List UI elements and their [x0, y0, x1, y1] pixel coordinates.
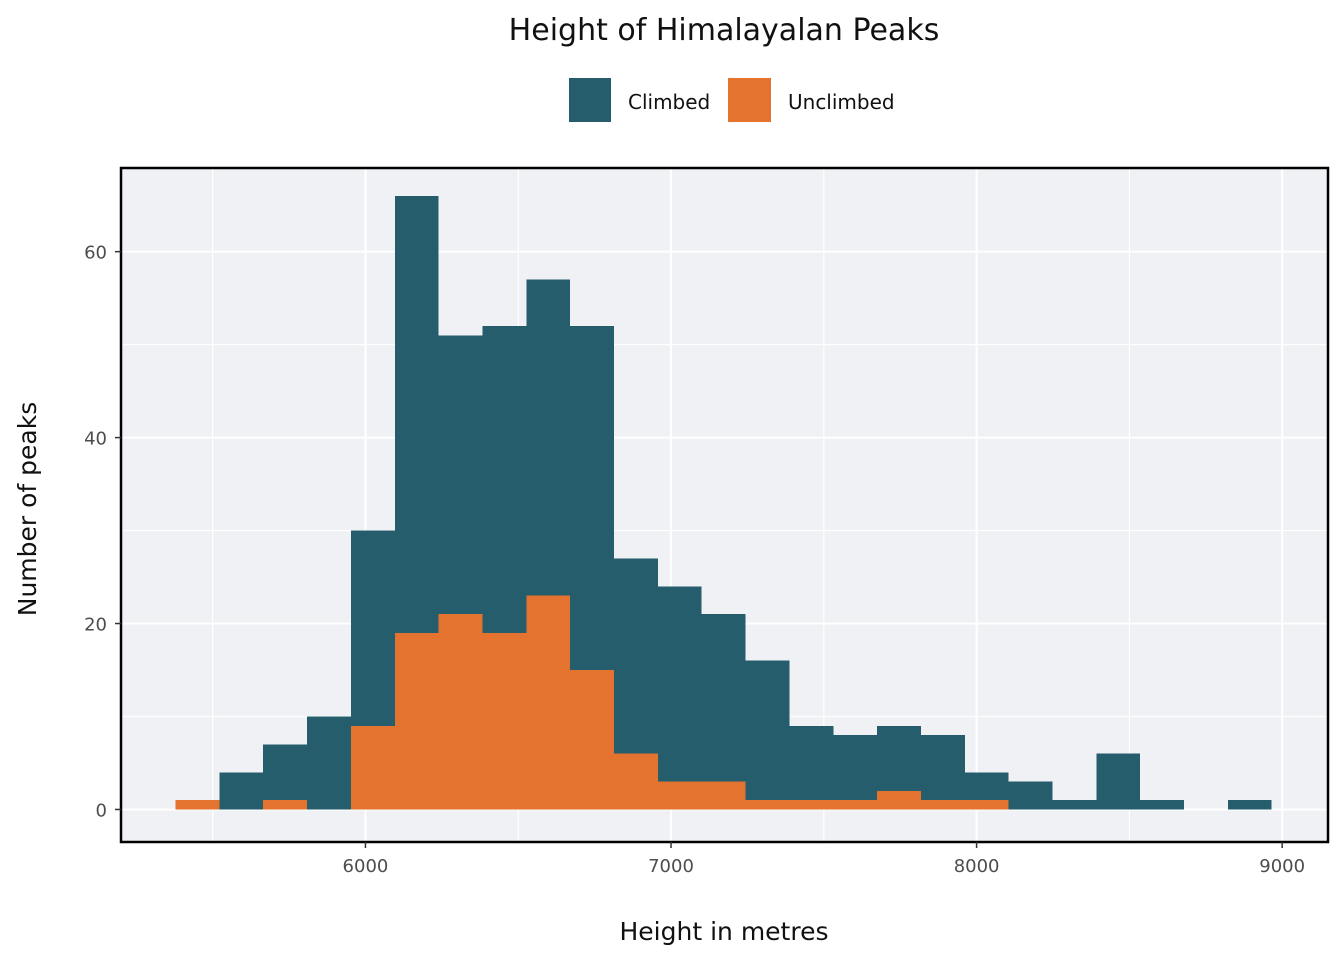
- y-tick-label: 60: [84, 243, 107, 264]
- bar-unclimbed: [789, 800, 834, 810]
- legend-swatch-climbed: [569, 78, 611, 122]
- bar-climbed: [701, 614, 746, 810]
- bar-climbed: [1052, 800, 1097, 810]
- legend-label-unclimbed: Unclimbed: [788, 90, 895, 114]
- bar-unclimbed: [745, 800, 790, 810]
- x-tick-label: 8000: [954, 856, 1000, 877]
- bar-climbed: [920, 735, 965, 810]
- x-axis: 6000 7000 8000 9000: [343, 842, 1305, 877]
- bar-climbed: [789, 725, 834, 810]
- bar-climbed: [657, 586, 702, 810]
- bar-climbed: [219, 772, 264, 810]
- bar-unclimbed: [394, 632, 439, 810]
- x-tick-label: 6000: [343, 856, 389, 877]
- bar-unclimbed: [263, 800, 308, 810]
- legend-label-climbed: Climbed: [628, 90, 710, 114]
- y-tick-label: 40: [84, 429, 107, 450]
- bar-unclimbed: [350, 725, 395, 810]
- y-tick-label: 0: [96, 800, 107, 821]
- bar-climbed: [833, 735, 878, 810]
- y-axis-title: Number of peaks: [13, 402, 42, 617]
- bar-climbed: [1096, 753, 1141, 810]
- bar-unclimbed: [701, 781, 746, 810]
- bar-unclimbed: [614, 753, 658, 810]
- bar-unclimbed: [175, 800, 220, 810]
- bar-climbed: [263, 744, 308, 810]
- panel-border: [119, 166, 1330, 844]
- bar-unclimbed: [833, 800, 878, 810]
- bar-unclimbed: [482, 632, 527, 810]
- legend-swatch-unclimbed: [728, 78, 771, 122]
- x-tick-label: 7000: [648, 856, 694, 877]
- y-axis: 0 20 40 60: [84, 243, 121, 821]
- bar-climbed: [1227, 800, 1272, 810]
- histogram-bars: [175, 195, 1272, 810]
- bar-unclimbed: [657, 781, 702, 810]
- x-tick-label: 9000: [1259, 856, 1305, 877]
- bar-unclimbed: [526, 595, 571, 810]
- bar-climbed: [307, 716, 351, 810]
- x-axis-title: Height in metres: [620, 917, 829, 946]
- chart-title: Height of Himalayalan Peaks: [509, 13, 940, 48]
- grid-lines: [121, 168, 1328, 842]
- bar-unclimbed: [964, 800, 1009, 810]
- bar-climbed: [745, 660, 790, 810]
- bar-unclimbed: [570, 670, 615, 810]
- bar-unclimbed: [920, 800, 965, 810]
- bar-unclimbed: [438, 614, 483, 810]
- plot-panel: [119, 166, 1330, 844]
- bar-unclimbed: [877, 790, 921, 810]
- legend: Climbed Unclimbed: [569, 78, 895, 122]
- y-tick-label: 20: [84, 615, 107, 636]
- bar-climbed: [1008, 781, 1053, 810]
- bar-climbed: [1140, 800, 1185, 810]
